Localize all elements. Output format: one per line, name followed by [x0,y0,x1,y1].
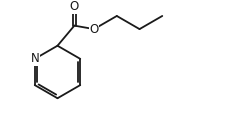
Text: N: N [30,52,39,65]
Text: O: O [70,0,79,13]
Text: O: O [90,23,99,36]
